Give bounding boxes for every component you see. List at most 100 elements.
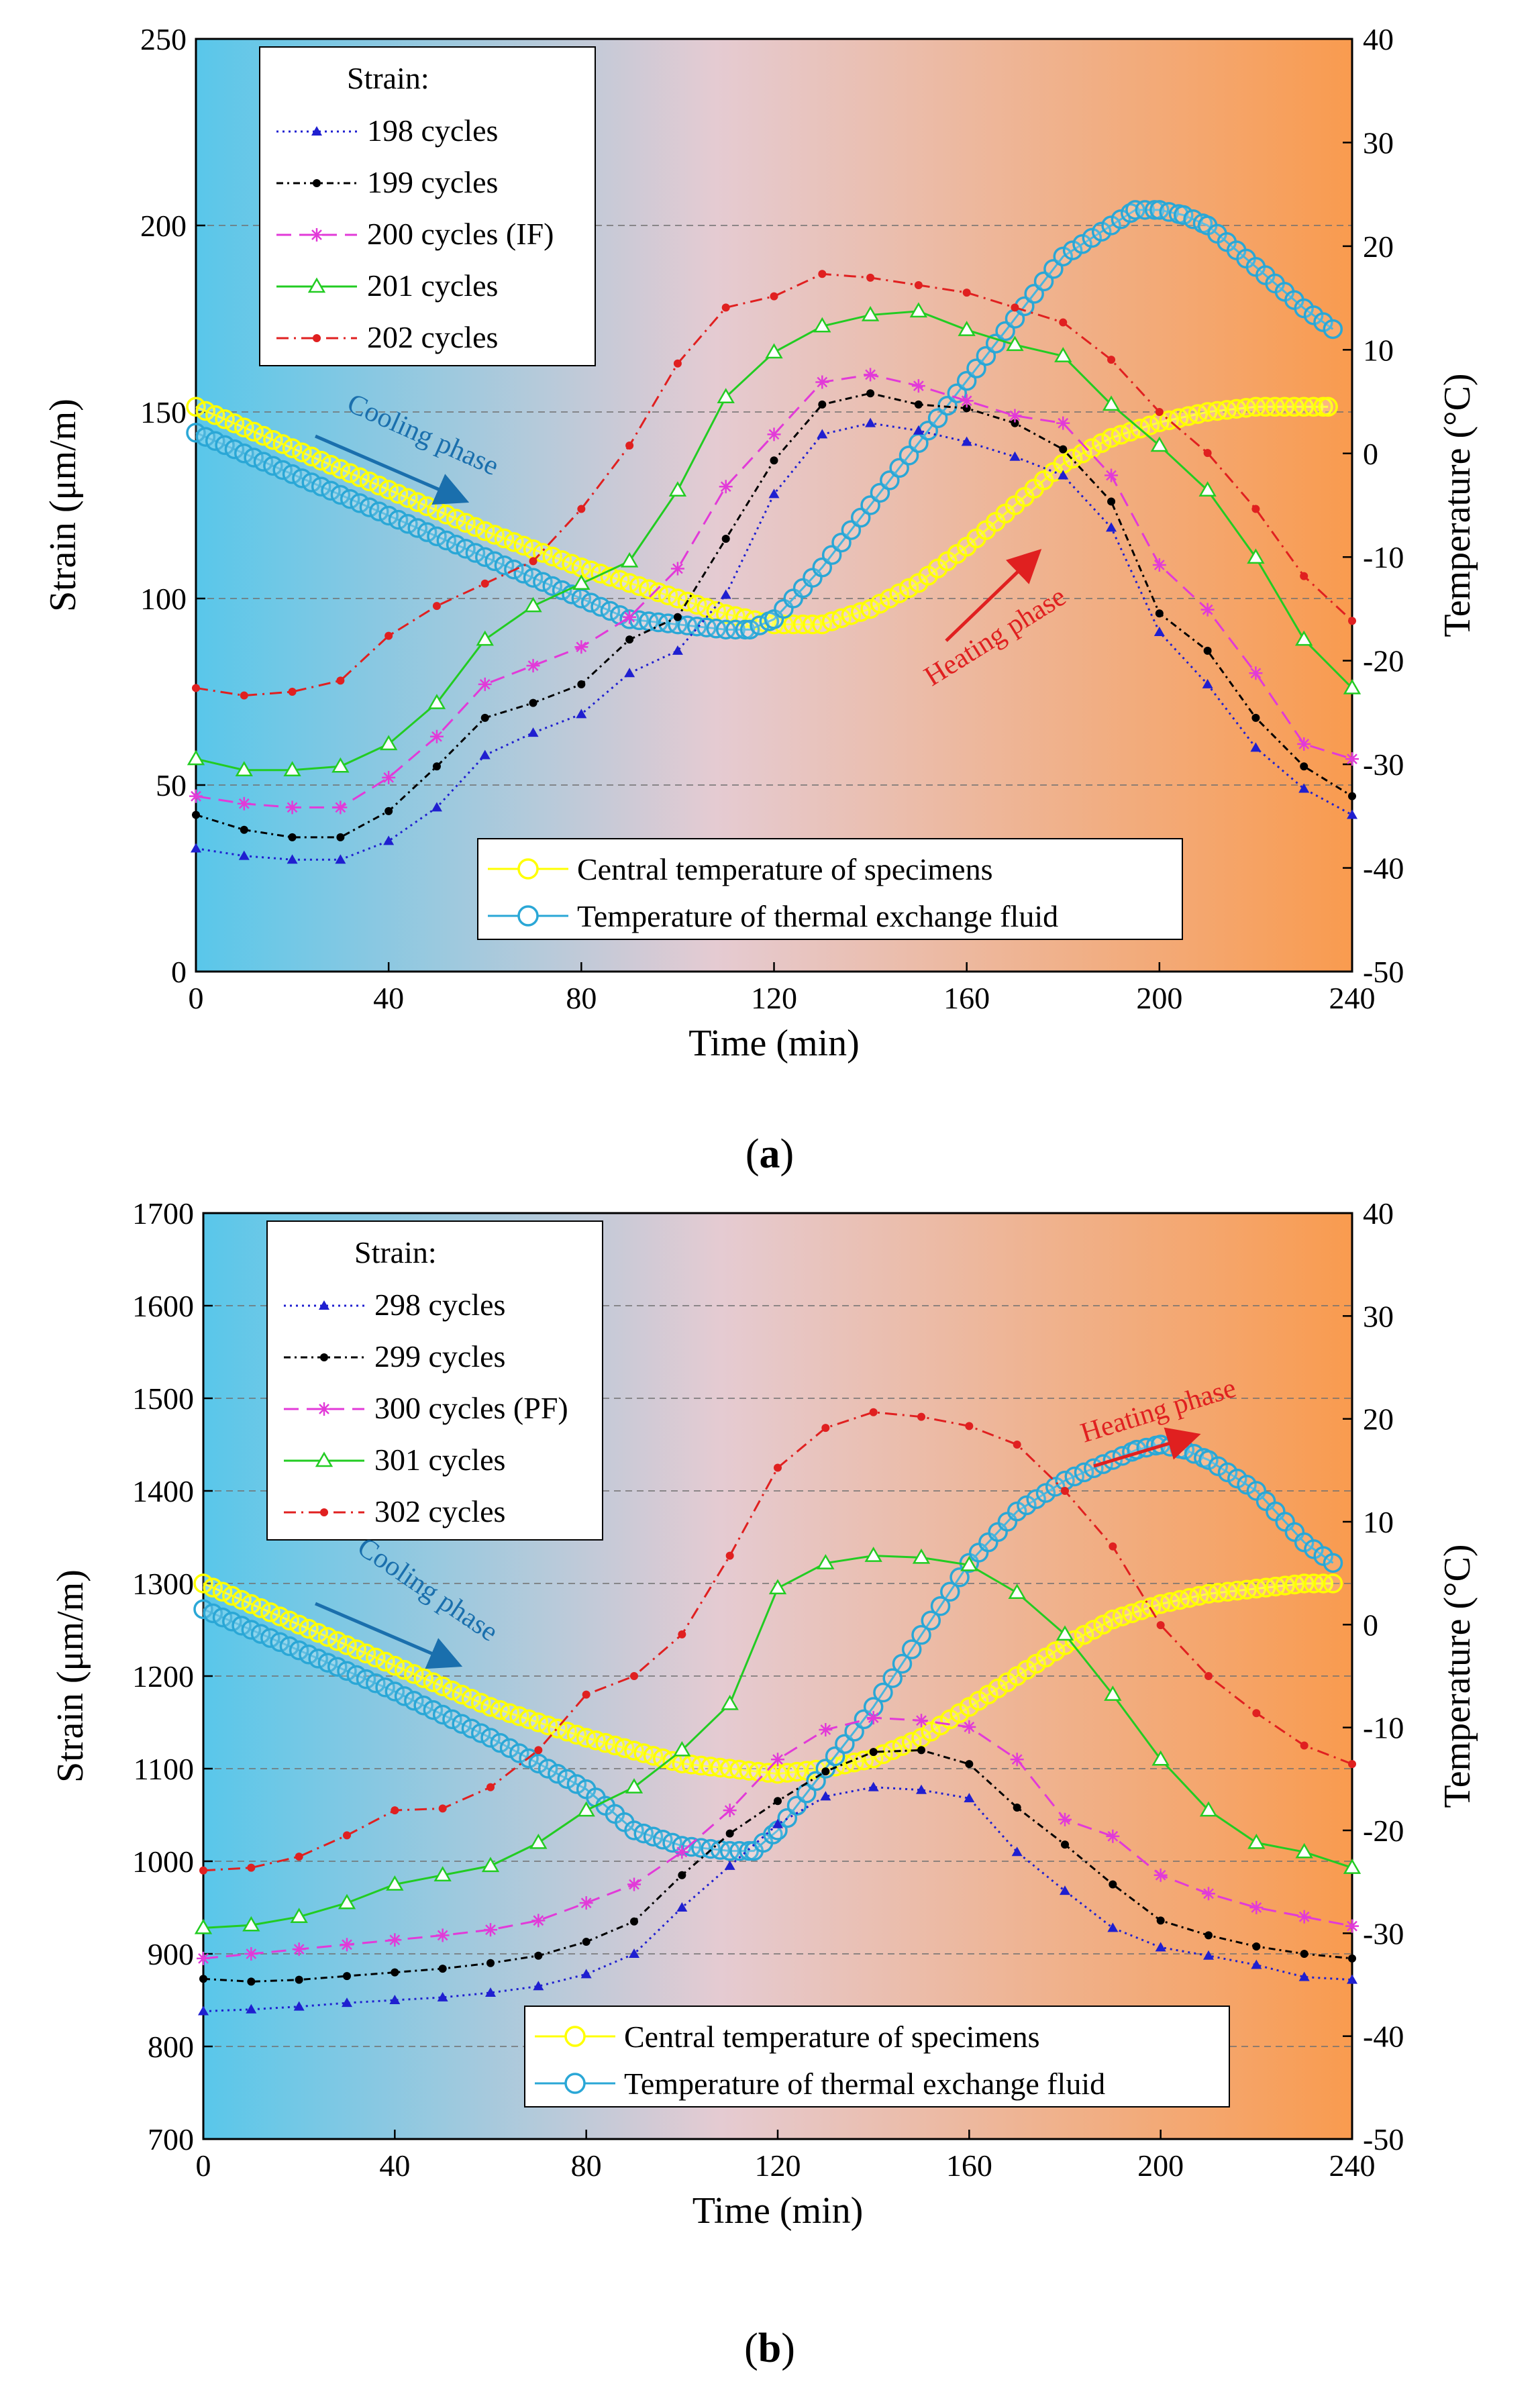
strain-point bbox=[192, 684, 200, 692]
strain-point bbox=[382, 770, 396, 784]
temperature-point bbox=[940, 1581, 960, 1602]
y-tick-label: 1200 bbox=[132, 1659, 194, 1694]
temperature-point bbox=[205, 405, 225, 425]
temperature-point bbox=[413, 1695, 433, 1716]
temperature-point bbox=[557, 1769, 577, 1789]
strain-point bbox=[1155, 609, 1164, 618]
temperature-point bbox=[889, 583, 909, 604]
strain-series-2 bbox=[199, 1746, 1356, 1986]
temperature-point bbox=[308, 1622, 328, 1643]
strain-point bbox=[1011, 303, 1019, 312]
strain-point bbox=[962, 404, 971, 413]
strain-point bbox=[1156, 1621, 1165, 1630]
temperature-point bbox=[1026, 1489, 1046, 1510]
strain-point bbox=[484, 1923, 497, 1937]
temperature-point bbox=[1208, 1456, 1229, 1476]
temperature-point bbox=[436, 505, 457, 525]
temperature-point bbox=[186, 397, 206, 417]
strain-point bbox=[767, 427, 781, 441]
strain-point bbox=[624, 668, 635, 678]
strain-point bbox=[1249, 1901, 1264, 1914]
temperature-point bbox=[215, 435, 235, 456]
temperature-point bbox=[308, 1649, 328, 1669]
temperature-point bbox=[1084, 1620, 1104, 1640]
strain-point bbox=[1011, 419, 1019, 427]
strain-point bbox=[1013, 1803, 1021, 1812]
legend-swatch-marker bbox=[310, 228, 323, 242]
temperature-point bbox=[442, 1680, 462, 1701]
temperature-point bbox=[739, 619, 760, 640]
temperature-point bbox=[949, 1703, 970, 1723]
strain-point bbox=[1345, 752, 1359, 766]
temperature-point bbox=[1072, 234, 1092, 254]
temperature-point bbox=[263, 429, 283, 450]
temperature-point bbox=[490, 1732, 511, 1753]
temp-legend-label: Central temperature of specimens bbox=[624, 2020, 1039, 2054]
legend-label: 301 cycles bbox=[374, 1443, 505, 1477]
temperature-point bbox=[1017, 1495, 1037, 1516]
legend-swatch-marker bbox=[311, 126, 322, 136]
strain-point bbox=[486, 1783, 495, 1791]
strain-series-1 bbox=[191, 417, 1357, 864]
temperature-point bbox=[340, 463, 360, 483]
strain-point bbox=[1056, 416, 1070, 430]
strain-point bbox=[1151, 1750, 1170, 1766]
strain-point bbox=[1058, 1812, 1072, 1826]
strain-point bbox=[1109, 1880, 1117, 1889]
temperature-point bbox=[263, 456, 283, 476]
temperature-point bbox=[366, 1673, 386, 1694]
strain-point bbox=[1106, 522, 1117, 532]
strain-point bbox=[335, 854, 346, 864]
strain-point bbox=[1011, 1846, 1023, 1857]
temperature-point bbox=[301, 446, 322, 467]
temperature-point bbox=[311, 450, 331, 471]
temperature-point bbox=[1323, 319, 1343, 340]
strain-point bbox=[1347, 1974, 1357, 1984]
strain-point bbox=[917, 1412, 925, 1421]
strain-point bbox=[912, 1548, 931, 1564]
legend-label: 199 cycles bbox=[367, 165, 498, 199]
temperature-point bbox=[1007, 1666, 1027, 1686]
strain-series-5 bbox=[199, 1408, 1356, 1875]
temperature-point bbox=[465, 517, 486, 537]
temperature-point bbox=[369, 475, 389, 496]
temperature-point bbox=[423, 1672, 444, 1692]
strain-point bbox=[198, 2006, 209, 2016]
temperature-point bbox=[480, 1728, 501, 1748]
temperature-point bbox=[282, 464, 303, 484]
legend-swatch-marker bbox=[319, 1300, 329, 1310]
central-temperature-series bbox=[186, 397, 1338, 635]
strain-point bbox=[815, 375, 829, 389]
strain-point bbox=[1109, 1542, 1117, 1551]
strain-point bbox=[427, 694, 446, 709]
temperature-point bbox=[513, 564, 533, 584]
y2-tick-label: -30 bbox=[1363, 1916, 1404, 1950]
y-tick-label: 1000 bbox=[132, 1844, 194, 1879]
strain-point bbox=[1251, 713, 1260, 722]
temperature-point bbox=[222, 1585, 242, 1606]
temperature-point bbox=[340, 488, 360, 509]
fluid-temperature-series bbox=[193, 1435, 1343, 1861]
strain-point bbox=[1009, 451, 1021, 461]
strain-point bbox=[1345, 1919, 1359, 1933]
strain-point bbox=[292, 1942, 306, 1957]
temperature-point bbox=[215, 409, 235, 429]
strain-point bbox=[813, 317, 831, 333]
strain-point bbox=[485, 1987, 496, 1997]
temperature-point bbox=[337, 1661, 357, 1681]
y-tick-label: 1600 bbox=[132, 1289, 194, 1323]
temperature-point bbox=[407, 518, 427, 538]
temperature-point bbox=[417, 522, 438, 542]
strain-point bbox=[432, 762, 441, 771]
temperature-point bbox=[232, 1616, 252, 1636]
x-tick-label: 240 bbox=[1329, 981, 1376, 1015]
strain-point bbox=[673, 359, 682, 368]
temperature-point bbox=[317, 1653, 338, 1673]
temperature-point bbox=[398, 514, 418, 534]
strain-point bbox=[577, 505, 586, 513]
strain-point bbox=[629, 1948, 639, 1958]
temperature-point bbox=[301, 472, 322, 492]
strain-point bbox=[1348, 617, 1356, 625]
temperature-point bbox=[591, 596, 611, 617]
strain-point bbox=[343, 1831, 351, 1840]
